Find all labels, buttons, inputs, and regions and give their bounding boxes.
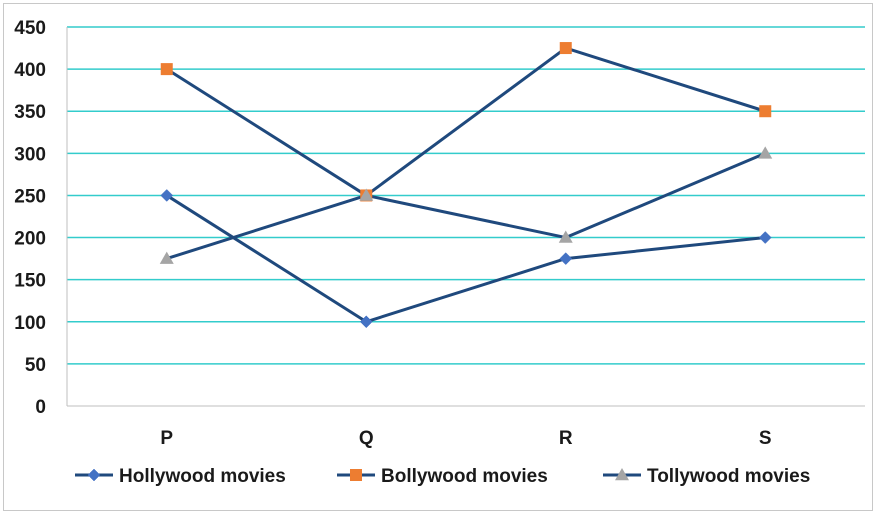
legend-marker [87,468,101,482]
y-tick-label: 350 [14,102,46,123]
y-tick-label: 300 [14,144,46,165]
y-tick-label: 100 [14,313,46,334]
legend-label: Bollywood movies [381,466,548,487]
legend-item-bollywood-movies: Bollywood movies [337,466,548,487]
gridlines [67,26,865,365]
legend-item-hollywood-movies: Hollywood movies [75,466,286,487]
y-tick-label: 400 [14,60,46,81]
data-point-tollywood-movies [159,251,174,264]
x-tick-label: Q [359,428,374,449]
data-point-bollywood-movies [559,42,572,55]
legend-marker [350,469,362,481]
series [159,42,773,329]
chart-frame [3,3,873,511]
series-line-tollywood-movies [166,151,766,261]
legend-item-tollywood-movies: Tollywood movies [603,466,810,487]
axes: 0 50 100 150 200 250 300 350 400 450 P Q R S [14,18,865,449]
legend-label: Tollywood movies [647,466,810,487]
y-tick-label: 450 [14,18,46,39]
data-point-tollywood-movies [359,188,374,201]
legend-marker [615,468,629,481]
data-point-hollywood-movies [758,231,772,244]
x-tick-label: R [559,428,573,449]
data-point-hollywood-movies [559,252,573,265]
legend: Hollywood movies Bollywood movies Tollywoo… [75,466,810,487]
data-point-hollywood-movies [359,315,373,329]
y-tick-label: 250 [14,186,46,207]
y-tick-label: 150 [14,271,46,292]
data-point-bollywood-movies [759,105,772,118]
data-point-bollywood-movies [160,63,173,76]
series-line-hollywood-movies [165,194,766,324]
series-line-bollywood-movies [165,46,766,197]
x-tick-label: P [160,428,173,449]
y-tick-label: 0 [35,397,46,418]
data-point-tollywood-movies [558,230,573,243]
legend-label: Hollywood movies [119,466,286,487]
x-tick-label: S [759,428,772,449]
data-point-hollywood-movies [160,189,174,202]
y-tick-label: 50 [25,355,46,376]
y-tick-label: 200 [14,229,46,250]
data-point-tollywood-movies [758,146,773,159]
